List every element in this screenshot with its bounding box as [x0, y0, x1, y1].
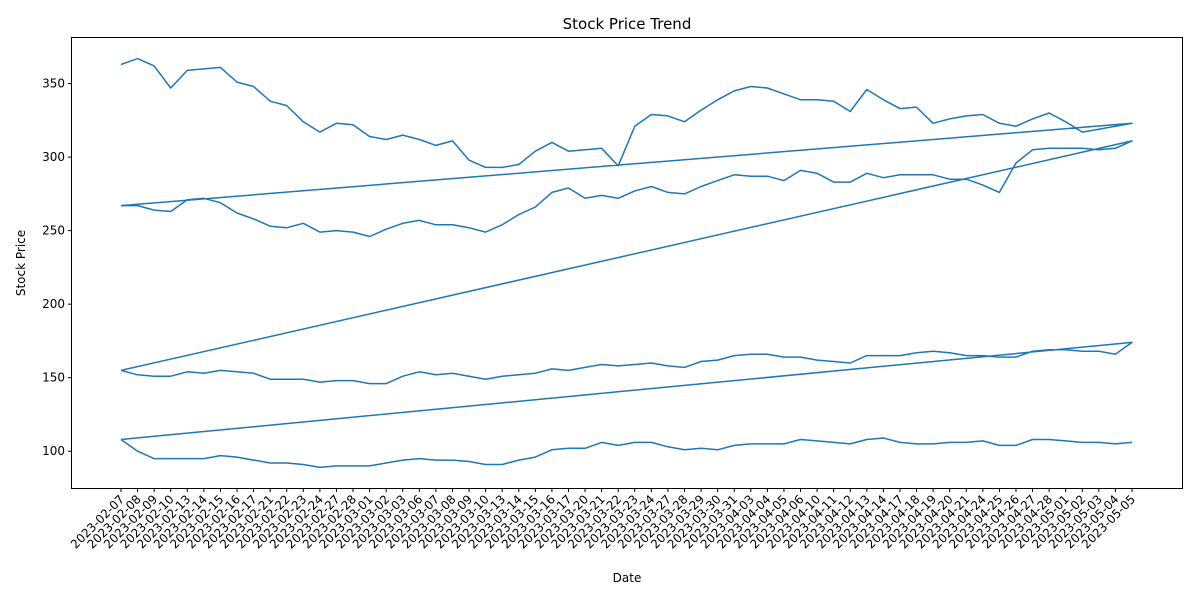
series-line-1 [120, 57, 1133, 207]
plot-frame [71, 37, 1183, 489]
y-axis-ticks: 100 150 200 250 300 350 [42, 77, 72, 458]
y-tick-label: 300 [42, 150, 65, 164]
y-tick-label: 100 [42, 444, 65, 458]
series-line-4 [120, 437, 1133, 469]
chart-title: Stock Price Trend [563, 15, 692, 33]
x-axis-ticks: 2023-02-072023-02-082023-02-092023-02-10… [68, 488, 1138, 551]
y-tick-label: 350 [42, 77, 65, 91]
y-axis-label: Stock Price [14, 230, 28, 296]
x-axis-label: Date [613, 571, 642, 585]
y-tick-label: 200 [42, 297, 65, 311]
y-tick-label: 250 [42, 224, 65, 238]
series-lines [120, 57, 1133, 469]
series-line-2 [120, 140, 1133, 372]
y-tick-label: 150 [42, 371, 65, 385]
series-line-3 [120, 341, 1133, 441]
